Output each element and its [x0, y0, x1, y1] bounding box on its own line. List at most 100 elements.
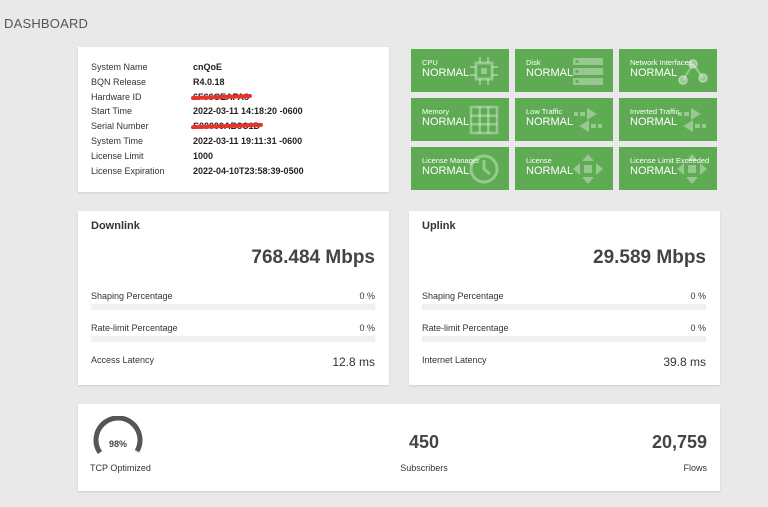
flows-value: 20,759	[651, 432, 707, 452]
downlink-title: Downlink	[91, 220, 140, 232]
tile-label: CPU	[422, 58, 438, 67]
system-info-value: S00000AB8C1D	[193, 119, 304, 134]
uplink-title: Uplink	[422, 220, 456, 232]
tcp-optimized-gauge	[93, 416, 143, 455]
tile-status: NORMAL	[526, 165, 574, 177]
system-info-key: License Expiration	[91, 165, 165, 176]
system-info-key: Start Time	[91, 106, 133, 117]
status-tile-license[interactable]: License NORMAL	[515, 147, 613, 190]
uplink-ratelimit-row: Rate-limit Percentage 0 %	[422, 323, 706, 333]
downlink-throughput: 768.484 Mbps	[251, 247, 375, 268]
tile-label: Memory	[422, 107, 450, 116]
uplink-throughput: 29.589 Mbps	[593, 247, 706, 268]
tile-label: Disk	[526, 58, 541, 67]
uplink-card: Uplink 29.589 Mbps Shaping Percentage 0 …	[409, 211, 720, 385]
downlink-shaping-row: Shaping Percentage 0 %	[91, 291, 375, 301]
status-tile-inverted-traffic[interactable]: Inverted Traffic NORMAL	[619, 98, 717, 141]
downlink-shaping-value: 0 %	[359, 291, 375, 301]
uplink-shaping-bar	[422, 304, 706, 310]
disk-stack-icon	[573, 58, 603, 85]
system-info-row: System Name cnQoE	[91, 60, 304, 75]
uplink-shaping-label: Shaping Percentage	[422, 291, 504, 301]
system-info-key: System Name	[91, 62, 148, 72]
system-info-value: 6F66CEAFA8	[193, 90, 304, 105]
tile-status: NORMAL	[526, 116, 574, 128]
tcp-optimized-value: 98%	[108, 439, 127, 449]
uplink-ratelimit-value: 0 %	[690, 323, 706, 333]
cpu-chip-icon	[470, 57, 498, 85]
traffic-arrows-icon	[574, 108, 602, 132]
clock-icon	[469, 154, 499, 184]
system-info-key: License Limit	[91, 150, 144, 161]
tile-label: License Manager	[422, 156, 480, 165]
tcp-optimized-label: TCP Optimized	[90, 463, 151, 473]
system-info-card: System Name cnQoE BQN Release R4.0.18 Hardwa…	[78, 47, 389, 192]
redacted-value: 6F66CEAFA8	[193, 90, 249, 105]
memory-grid-icon	[469, 105, 499, 135]
license-arrows-icon	[677, 154, 707, 184]
system-info-row: Serial Number S00000AB8C1D	[91, 119, 304, 134]
flows-label: Flows	[683, 463, 707, 473]
status-tile-cpu[interactable]: CPU NORMAL	[411, 49, 509, 92]
tile-status: NORMAL	[422, 165, 470, 177]
downlink-shaping-bar	[91, 304, 375, 310]
status-tile-license-manager[interactable]: License Manager NORMAL	[411, 147, 509, 190]
system-info-row: BQN Release R4.0.18	[91, 75, 304, 90]
tile-label: Network Interfaces	[630, 58, 693, 67]
tile-label: License	[526, 156, 552, 165]
tile-status: NORMAL	[526, 67, 574, 79]
status-tile-disk[interactable]: Disk NORMAL	[515, 49, 613, 92]
system-info-row: Hardware ID 6F66CEAFA8	[91, 90, 304, 105]
tile-status: NORMAL	[630, 116, 678, 128]
uplink-ratelimit-label: Rate-limit Percentage	[422, 323, 509, 333]
system-info-value: 2022-03-11 14:18:20 -0600	[193, 106, 303, 117]
downlink-ratelimit-label: Rate-limit Percentage	[91, 323, 178, 333]
system-info-row: System Time 2022-03-11 19:11:31 -0600	[91, 134, 304, 149]
uplink-latency-row: Internet Latency 39.8 ms	[422, 355, 706, 369]
status-tile-license-limit-exceeded[interactable]: License Limit Exceeded NORMAL	[619, 147, 717, 190]
gauge-arc	[93, 416, 143, 455]
system-info-value: 2022-04-10T23:58:39-0500	[193, 165, 304, 176]
system-info-table: System Name cnQoE BQN Release R4.0.18 Hardwa…	[91, 60, 304, 178]
tile-label: Low Traffic	[526, 107, 563, 116]
downlink-latency-row: Access Latency 12.8 ms	[91, 355, 375, 369]
system-info-value: cnQoE	[193, 62, 223, 72]
uplink-shaping-value: 0 %	[690, 291, 706, 301]
page-title: DASHBOARD	[4, 16, 89, 31]
system-info-key: Hardware ID	[91, 91, 142, 102]
network-icon	[678, 59, 708, 85]
status-tile-network-interfaces[interactable]: Network Interfaces NORMAL	[619, 49, 717, 92]
system-info-value: 1000	[193, 150, 214, 161]
tile-status: NORMAL	[422, 116, 470, 128]
downlink-card: Downlink 768.484 Mbps Shaping Percentage…	[78, 211, 389, 385]
tile-status: NORMAL	[630, 165, 678, 177]
system-info-row: License Expiration 2022-04-10T23:58:39-05…	[91, 164, 304, 179]
downlink-ratelimit-bar	[91, 336, 375, 342]
uplink-latency-label: Internet Latency	[422, 355, 487, 365]
uplink-latency-value: 39.8 ms	[663, 355, 706, 369]
downlink-latency-value: 12.8 ms	[332, 355, 375, 369]
subscribers-value: 450	[408, 432, 440, 452]
system-info-key: System Time	[91, 135, 144, 146]
system-info-key: Serial Number	[91, 121, 149, 132]
summary-card: 98% TCP Optimized 450 Subscribers 20,759…	[78, 404, 720, 491]
system-info-row: Start Time 2022-03-11 14:18:20 -0600	[91, 104, 304, 119]
tile-label: License Limit Exceeded	[630, 156, 710, 165]
license-arrows-icon	[573, 154, 603, 184]
downlink-ratelimit-value: 0 %	[359, 323, 375, 333]
status-tile-memory[interactable]: Memory NORMAL	[411, 98, 509, 141]
tile-label: Inverted Traffic	[630, 107, 680, 116]
downlink-shaping-label: Shaping Percentage	[91, 291, 173, 301]
downlink-ratelimit-row: Rate-limit Percentage 0 %	[91, 323, 375, 333]
subscribers-label: Subscribers	[400, 463, 448, 473]
tile-status: NORMAL	[422, 67, 470, 79]
traffic-arrows-icon	[678, 108, 706, 132]
system-info-row: License Limit 1000	[91, 149, 304, 164]
status-tile-low-traffic[interactable]: Low Traffic NORMAL	[515, 98, 613, 141]
system-info-key: BQN Release	[91, 76, 147, 87]
uplink-shaping-row: Shaping Percentage 0 %	[422, 291, 706, 301]
redacted-value: S00000AB8C1D	[193, 119, 260, 134]
system-info-value: 2022-03-11 19:11:31 -0600	[193, 135, 303, 146]
downlink-latency-label: Access Latency	[91, 355, 155, 365]
tile-status: NORMAL	[630, 67, 678, 79]
